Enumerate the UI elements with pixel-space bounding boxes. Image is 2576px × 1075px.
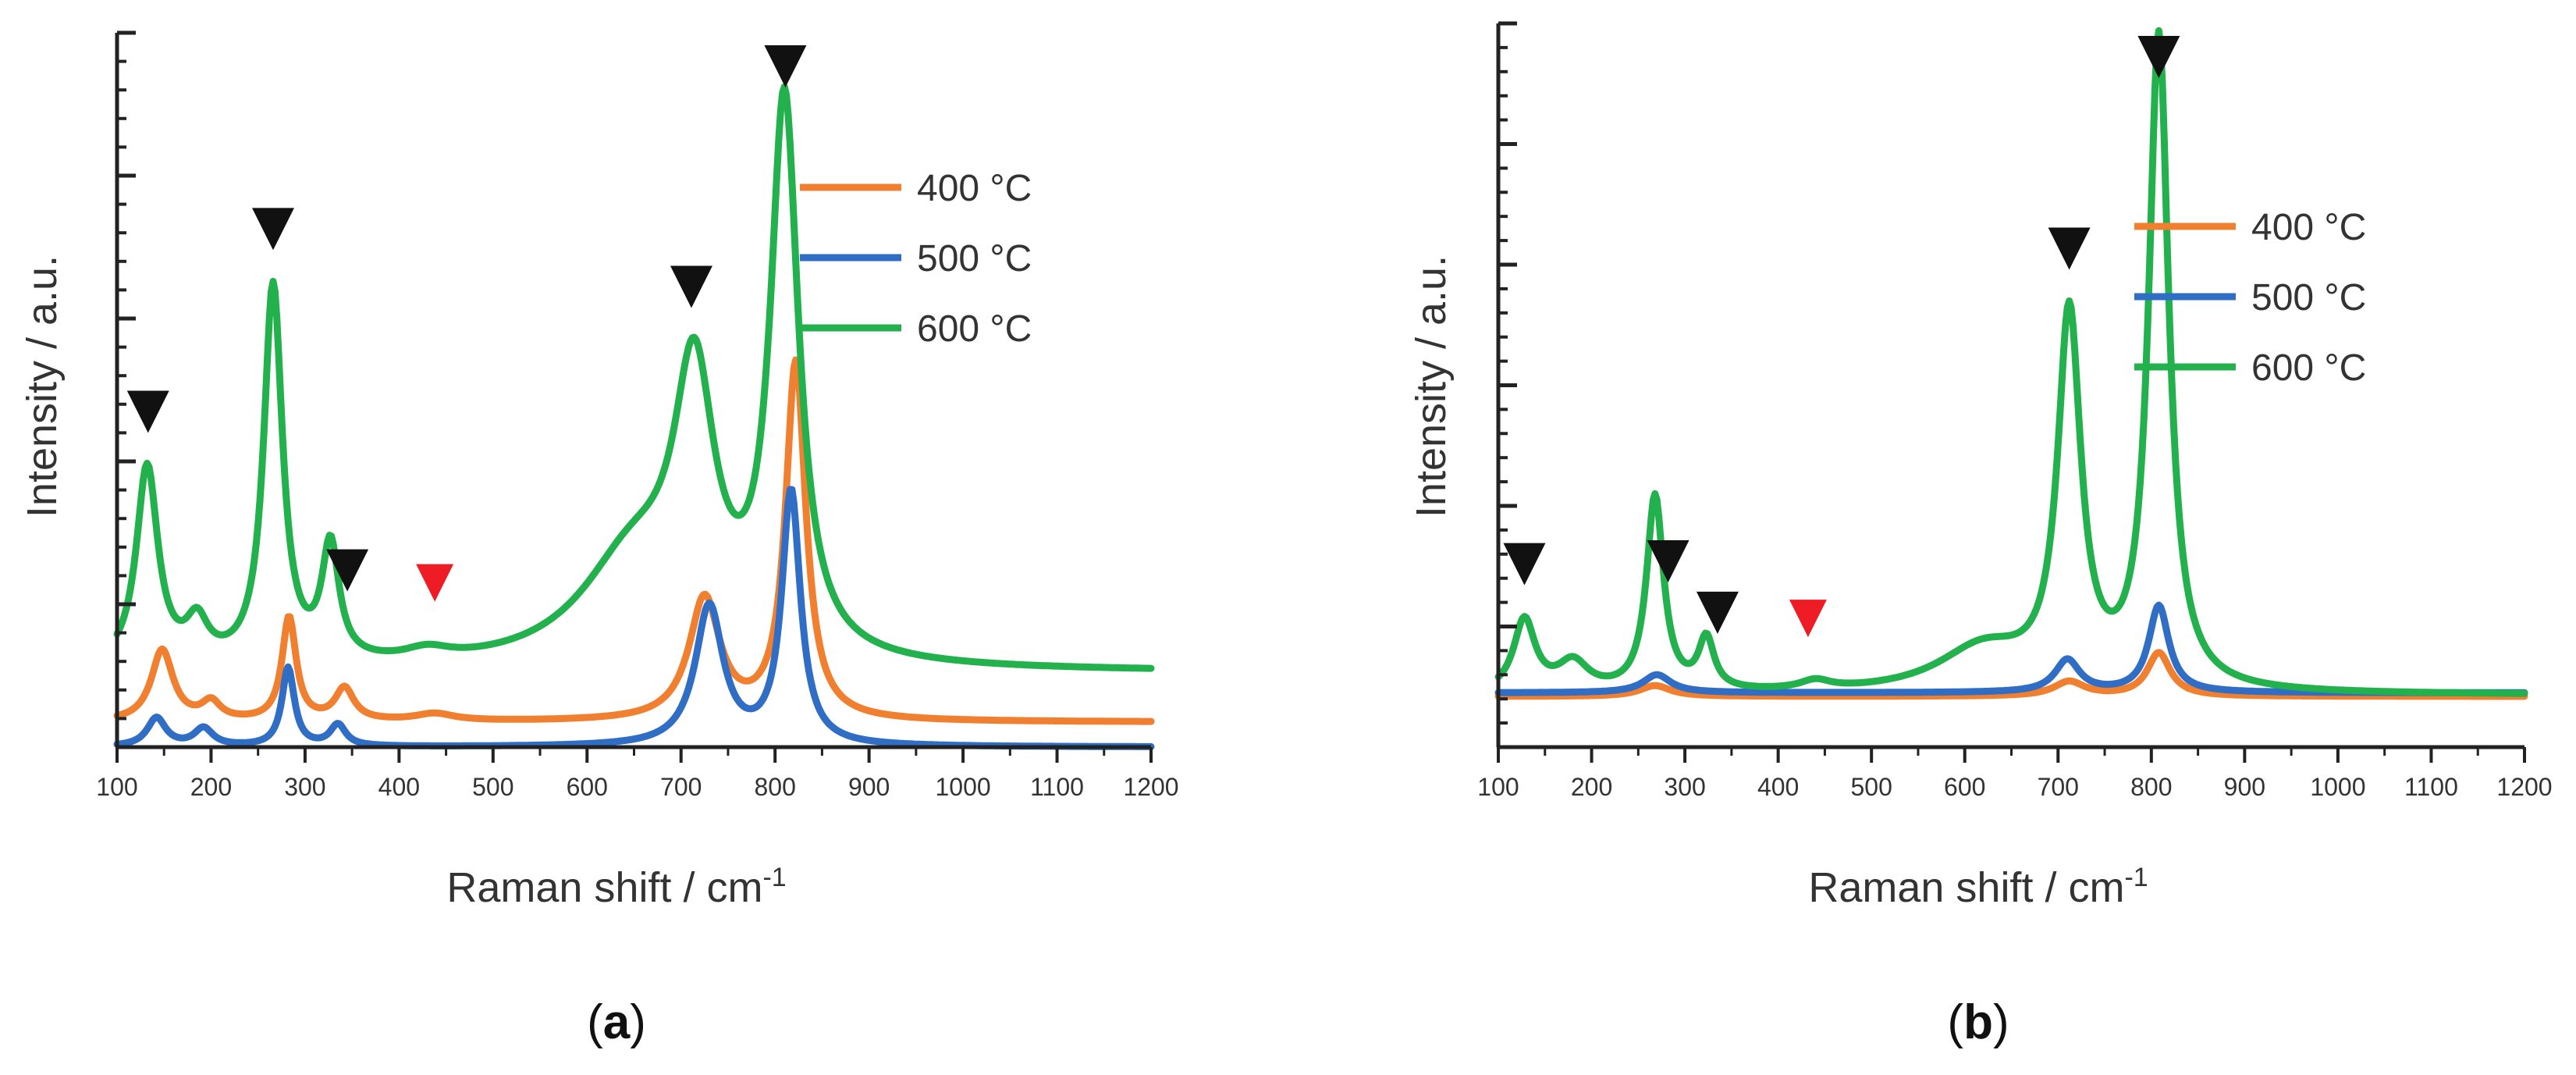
peak-marker-black (764, 45, 807, 87)
panel-label-b-letter: b (1963, 995, 1993, 1049)
x-tick-label: 1100 (1030, 773, 1084, 801)
x-axis-label-a: Raman shift / cm-1 (446, 863, 786, 911)
x-tick-label: 100 (1477, 773, 1519, 801)
legend-b: 400 °C 500 °C 600 °C (2134, 207, 2366, 389)
x-axis-label-superscript-a: -1 (762, 863, 786, 892)
peak-marker-black (251, 208, 294, 251)
legend-label: 400 °C (2251, 207, 2366, 248)
x-tick-label: 500 (472, 773, 513, 801)
axes-b (1496, 21, 2526, 763)
x-axis-label-superscript-b: -1 (2124, 863, 2148, 892)
x-tick-label: 200 (1571, 773, 1612, 801)
peak-markers-b (1503, 36, 2180, 638)
x-tick-label: 200 (190, 773, 232, 801)
axes-a (115, 30, 1153, 763)
peak-marker-red (1789, 600, 1827, 638)
legend-label: 500 °C (917, 238, 1032, 279)
series-line-500c (1494, 601, 2528, 696)
x-axis-label-text-b: Raman shift / cm (1808, 864, 2124, 911)
x-tick-label: 400 (1757, 773, 1799, 801)
panel-label-b: (b) (1947, 995, 2009, 1049)
series-line-500c (113, 486, 1155, 750)
x-tick-labels-b: 100 200 300 400 500 600 700 800 900 1000 1100 1200 (1477, 773, 2552, 801)
legend-label: 500 °C (2251, 277, 2366, 319)
x-axis-label-b: Raman shift / cm-1 (1808, 863, 2148, 911)
x-tick-label: 300 (1664, 773, 1705, 801)
legend-label: 400 °C (917, 168, 1032, 209)
peak-markers-a (126, 45, 807, 602)
x-tick-label: 700 (2038, 773, 2079, 801)
x-tick-label: 700 (660, 773, 702, 801)
x-tick-label: 600 (1944, 773, 1985, 801)
x-axis-label-text-a: Raman shift / cm (446, 864, 762, 911)
series-line-400c (1494, 649, 2528, 700)
peak-marker-black (670, 265, 712, 308)
legend-a: 400 °C 500 °C 600 °C (800, 168, 1032, 350)
series-line-600c (1494, 27, 2528, 697)
peak-marker-black (1647, 539, 1690, 582)
x-tick-label: 900 (848, 773, 890, 801)
x-tick-labels-a: 100 200 300 400 500 600 700 800 900 1000 1100 1200 (96, 773, 1178, 801)
peak-marker-black (2137, 36, 2180, 78)
y-axis-label-b: Intensity / a.u. (1408, 255, 1455, 518)
x-tick-label: 1200 (2496, 773, 2552, 801)
peak-marker-red (416, 564, 454, 602)
peak-marker-black (1503, 543, 1546, 586)
peak-marker-black (2048, 227, 2091, 270)
x-tick-label: 900 (2224, 773, 2265, 801)
series-line-600c (113, 83, 1155, 672)
x-tick-label: 1000 (935, 773, 990, 801)
peak-marker-black (326, 549, 369, 592)
series-lines-b (1494, 27, 2528, 700)
x-tick-label: 1200 (1123, 773, 1178, 801)
series-line-400c (113, 356, 1155, 725)
panel-label-a: (a) (587, 995, 646, 1049)
x-tick-label: 500 (1850, 773, 1892, 801)
x-tick-label: 100 (96, 773, 137, 801)
peak-marker-black (1696, 591, 1739, 634)
x-tick-label: 800 (2130, 773, 2172, 801)
chart-panel-b: 100 200 300 400 500 600 700 800 900 1000 1100 1200 … (1408, 21, 2553, 1049)
legend-label: 600 °C (917, 308, 1032, 350)
peak-marker-black (126, 390, 169, 433)
x-tick-label: 1100 (2404, 773, 2458, 801)
x-tick-label: 600 (567, 773, 608, 801)
panel-label-a-letter: a (603, 995, 631, 1049)
y-axis-label-a: Intensity / a.u. (19, 255, 66, 518)
legend-label: 600 °C (2251, 347, 2366, 389)
x-tick-label: 1000 (2310, 773, 2365, 801)
x-tick-label: 400 (378, 773, 420, 801)
chart-panel-a: 100 200 300 400 500 600 700 800 900 1000 1100 1200 … (19, 30, 1179, 1049)
x-tick-label: 800 (754, 773, 795, 801)
x-tick-label: 300 (284, 773, 325, 801)
